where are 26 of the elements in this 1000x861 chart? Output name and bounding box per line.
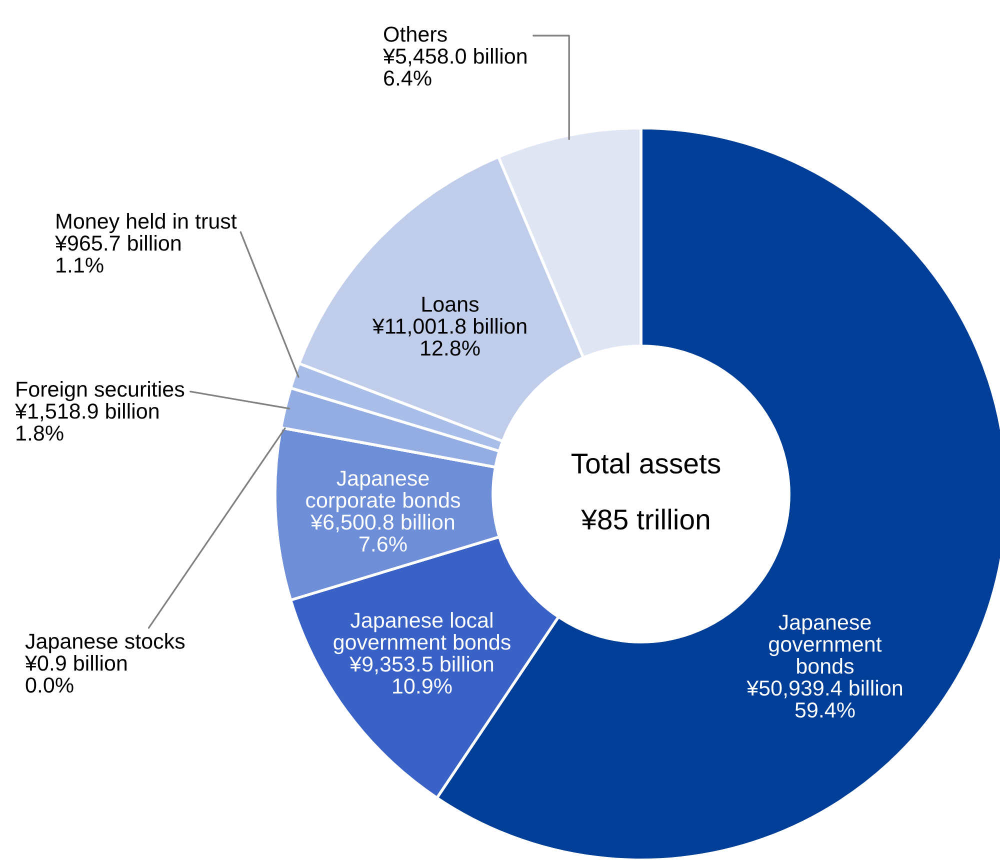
text: 7.6%	[360, 536, 407, 552]
text: Total assets	[571, 452, 720, 474]
slice-label: Foreign securities	[16, 381, 184, 402]
text: 1.8%	[16, 425, 64, 441]
data-label: ¥0.9 billion	[24, 654, 127, 671]
data-label: ¥965.7 billion	[54, 234, 180, 251]
text: 59.4%	[795, 702, 855, 718]
slice-label: Money held in trust	[56, 213, 237, 234]
text: 10.9%	[393, 678, 452, 694]
slice-label: Japanese corporate bonds	[306, 470, 460, 512]
slice-label: Others	[384, 26, 447, 42]
text: 1.1%	[56, 258, 104, 273]
data-label: ¥5,458.0 billion	[382, 48, 526, 66]
data-label: ¥1,518.9 billion	[14, 402, 158, 422]
text: 6.4%	[384, 70, 432, 86]
text: 0.0%	[26, 677, 74, 693]
data-label: ¥50,939.4 billion	[746, 680, 902, 698]
slice-label: Japanese government bonds	[769, 614, 882, 674]
data-label: ¥9,353.5 billion	[350, 656, 494, 674]
text: 12.8%	[421, 340, 480, 356]
slice-label: Japanese stocks	[25, 633, 185, 654]
slice-label: Japanese local government bonds	[334, 612, 510, 654]
text: ¥85 trillion	[581, 508, 710, 530]
slice-label: Loans	[422, 296, 479, 312]
data-label: ¥6,500.8 billion	[310, 514, 454, 532]
data-label: ¥11,001.8 billion	[372, 318, 526, 336]
